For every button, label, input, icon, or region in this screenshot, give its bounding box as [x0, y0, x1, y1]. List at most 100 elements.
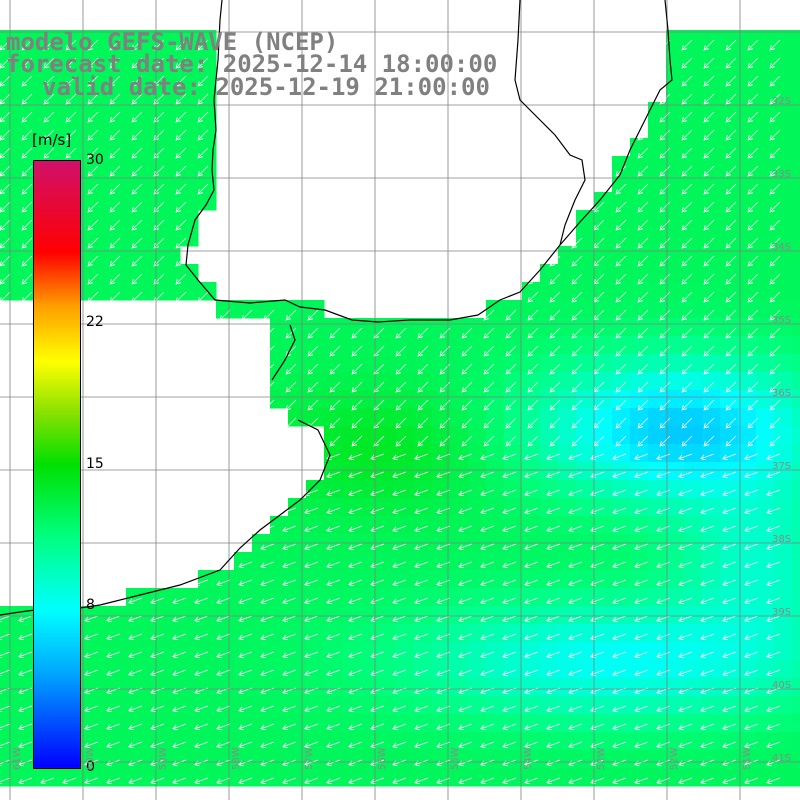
field-cell	[324, 750, 343, 769]
wind-arrow	[480, 579, 495, 587]
field-cell	[126, 768, 145, 787]
field-cell	[702, 84, 721, 103]
field-cell	[738, 30, 757, 49]
field-cell	[252, 768, 271, 787]
wind-arrow	[634, 597, 649, 605]
wind-arrow	[304, 579, 319, 587]
field-cell	[792, 426, 800, 445]
longitude-label: 60W	[85, 747, 96, 770]
field-cell	[180, 750, 199, 769]
wind-arrow	[612, 543, 627, 551]
field-cell	[576, 228, 595, 247]
wind-arrow	[637, 129, 649, 141]
field-cell	[540, 732, 559, 751]
field-cell	[342, 408, 361, 427]
field-cell	[774, 336, 793, 355]
wind-arrow	[549, 363, 561, 375]
field-cell	[108, 48, 127, 67]
field-cell	[234, 732, 253, 751]
wind-arrow	[194, 777, 209, 785]
field-cell	[486, 570, 505, 589]
wind-arrow	[238, 669, 253, 677]
field-cell	[540, 426, 559, 445]
field-cell	[738, 552, 757, 571]
field-cell	[666, 336, 685, 355]
field-cell	[702, 624, 721, 643]
wind-arrow	[568, 723, 583, 731]
field-cell	[306, 696, 325, 715]
wind-arrow	[656, 525, 671, 533]
field-cell	[594, 444, 613, 463]
field-cell	[540, 336, 559, 355]
wind-arrow	[348, 543, 363, 551]
field-cell	[126, 624, 145, 643]
field-cell	[432, 516, 451, 535]
wind-arrow	[131, 219, 143, 231]
field-cell	[288, 588, 307, 607]
wind-arrow	[87, 291, 99, 303]
field-cell	[450, 552, 469, 571]
wind-arrow	[128, 777, 143, 785]
wind-arrow	[678, 489, 693, 497]
field-cell	[198, 714, 217, 733]
field-cell	[288, 768, 307, 787]
wind-arrow	[395, 327, 407, 339]
field-cell	[792, 408, 800, 427]
wind-arrow	[128, 615, 143, 623]
wind-arrow	[87, 57, 99, 69]
wind-arrow	[84, 651, 99, 659]
field-cell	[612, 300, 631, 319]
field-cell	[792, 444, 800, 463]
field-cell	[108, 66, 127, 85]
field-cell	[522, 552, 541, 571]
wind-arrow	[480, 705, 495, 713]
wind-arrow	[238, 561, 253, 569]
wind-arrow	[700, 453, 715, 461]
wind-arrow	[681, 183, 693, 195]
field-cell	[162, 138, 181, 157]
wind-arrow	[326, 723, 341, 731]
field-cell	[720, 228, 739, 247]
field-cell	[558, 390, 577, 409]
wind-arrow	[197, 165, 209, 177]
wind-arrow	[194, 669, 209, 677]
field-cell	[666, 372, 685, 391]
field-cell	[594, 318, 613, 337]
wind-arrow	[678, 777, 693, 785]
colorbar-tick: 0	[86, 759, 95, 775]
field-cell	[792, 768, 800, 787]
wind-arrow	[392, 543, 407, 551]
wind-arrow	[131, 111, 143, 123]
field-cell	[18, 696, 37, 715]
field-cell	[756, 390, 775, 409]
wind-arrow	[637, 183, 649, 195]
field-cell	[108, 714, 127, 733]
field-cell	[738, 516, 757, 535]
field-cell	[702, 318, 721, 337]
field-cell	[198, 102, 217, 121]
field-cell	[198, 642, 217, 661]
field-cell	[720, 606, 739, 625]
wind-arrow	[172, 723, 187, 731]
field-cell	[522, 462, 541, 481]
model-title: modelo GEFS-WAVE (NCEP)	[6, 28, 339, 56]
field-cell	[108, 84, 127, 103]
wind-arrow	[461, 435, 473, 447]
field-cell	[702, 354, 721, 373]
wind-arrow	[194, 723, 209, 731]
field-cell	[18, 750, 37, 769]
field-cell	[666, 318, 685, 337]
wind-arrow	[634, 561, 649, 569]
wind-arrow	[659, 399, 671, 411]
field-cell	[558, 246, 577, 265]
field-cell	[540, 300, 559, 319]
wind-arrow	[370, 651, 385, 659]
field-cell	[18, 732, 37, 751]
wind-arrow	[527, 309, 539, 321]
field-cell	[126, 696, 145, 715]
field-cell	[738, 732, 757, 751]
field-cell	[792, 318, 800, 337]
wind-arrow	[769, 309, 781, 321]
wind-arrow	[615, 237, 627, 249]
field-cell	[180, 678, 199, 697]
